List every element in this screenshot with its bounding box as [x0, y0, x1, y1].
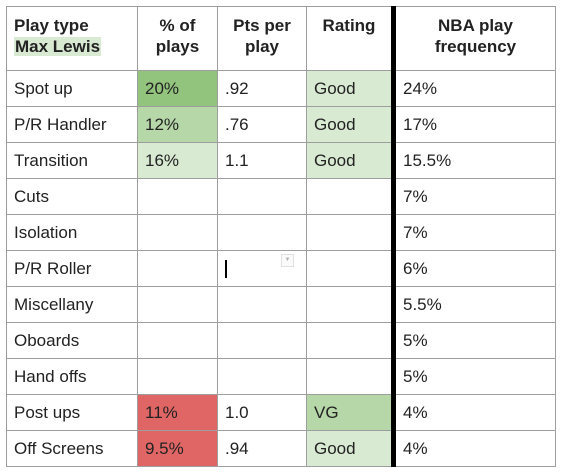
cell-nba[interactable]: 4% — [391, 430, 556, 467]
cell-nba[interactable]: 7% — [391, 178, 556, 215]
header-nba-line2: frequency — [434, 37, 517, 56]
cell-play[interactable]: P/R Roller — [6, 250, 138, 287]
table-row: Off Screens 9.5% .94 Good 4% — [6, 430, 556, 467]
cell-rating[interactable]: Good — [306, 70, 394, 107]
play-type-table: Play type Max Lewis % of plays Pts per p… — [6, 6, 556, 467]
cell-play[interactable]: Post ups — [6, 394, 138, 431]
header-pct-plays[interactable]: % of plays — [137, 6, 218, 71]
cell-nba[interactable]: 4% — [391, 394, 556, 431]
cell-pct[interactable]: 9.5% — [137, 430, 218, 467]
header-play-type[interactable]: Play type Max Lewis — [6, 6, 138, 71]
dropdown-arrow-icon[interactable]: ▼ — [281, 254, 294, 267]
cell-play[interactable]: Isolation — [6, 214, 138, 251]
cell-nba[interactable]: 15.5% — [391, 142, 556, 179]
cell-rating[interactable] — [306, 358, 394, 395]
header-row: Play type Max Lewis % of plays Pts per p… — [6, 6, 556, 71]
cell-rating[interactable]: Good — [306, 430, 394, 467]
cell-rating[interactable] — [306, 214, 394, 251]
table-row: Isolation 7% — [6, 214, 556, 251]
cell-play[interactable]: Spot up — [6, 70, 138, 107]
cell-pts[interactable]: .94 — [217, 430, 307, 467]
cell-rating[interactable] — [306, 178, 394, 215]
table-row: Cuts 7% — [6, 178, 556, 215]
cell-pct[interactable] — [137, 358, 218, 395]
text-cursor — [225, 260, 227, 279]
cell-play[interactable]: Miscellany — [6, 286, 138, 323]
table-row: Spot up 20% .92 Good 24% — [6, 70, 556, 107]
cell-pct[interactable]: 16% — [137, 142, 218, 179]
cell-pct[interactable]: 11% — [137, 394, 218, 431]
cell-rating[interactable] — [306, 322, 394, 359]
cell-pct[interactable]: 20% — [137, 70, 218, 107]
header-rating[interactable]: Rating — [306, 6, 394, 71]
header-pts-line2: play — [244, 37, 280, 56]
cell-pts[interactable]: .76 — [217, 106, 307, 143]
cell-nba[interactable]: 5.5% — [391, 286, 556, 323]
cell-pct[interactable] — [137, 250, 218, 287]
cell-pts[interactable]: .92 — [217, 70, 307, 107]
cell-pts[interactable]: 1.1 — [217, 142, 307, 179]
header-rating-label: Rating — [322, 16, 376, 35]
cell-nba[interactable]: 17% — [391, 106, 556, 143]
cell-pct[interactable] — [137, 322, 218, 359]
cell-nba[interactable]: 6% — [391, 250, 556, 287]
cell-play[interactable]: Cuts — [6, 178, 138, 215]
cell-pts[interactable] — [217, 358, 307, 395]
cell-play[interactable]: Transition — [6, 142, 138, 179]
cell-play[interactable]: Off Screens — [6, 430, 138, 467]
cell-nba[interactable]: 5% — [391, 322, 556, 359]
cell-play[interactable]: Hand offs — [6, 358, 138, 395]
cell-nba[interactable]: 7% — [391, 214, 556, 251]
cell-pct[interactable]: 12% — [137, 106, 218, 143]
header-pts-line1: Pts per — [233, 16, 291, 35]
table-row: P/R Roller ▼ 6% — [6, 250, 556, 287]
header-pct-line1: % of — [159, 16, 196, 35]
cell-pts-active[interactable]: ▼ — [217, 250, 307, 287]
cell-play[interactable]: P/R Handler — [6, 106, 138, 143]
table-row: Miscellany 5.5% — [6, 286, 556, 323]
cell-nba[interactable]: 5% — [391, 358, 556, 395]
cell-play[interactable]: Oboards — [6, 322, 138, 359]
table-row: P/R Handler 12% .76 Good 17% — [6, 106, 556, 143]
header-pct-line2: plays — [155, 37, 200, 56]
header-play-type-label: Play type — [14, 16, 89, 35]
header-nba-frequency[interactable]: NBA play frequency — [391, 6, 556, 71]
header-pts-per-play[interactable]: Pts per play — [217, 6, 307, 71]
table-row: Hand offs 5% — [6, 358, 556, 395]
cell-nba[interactable]: 24% — [391, 70, 556, 107]
cell-rating[interactable]: VG — [306, 394, 394, 431]
table-row: Transition 16% 1.1 Good 15.5% — [6, 142, 556, 179]
header-nba-line1: NBA play — [438, 16, 513, 35]
cell-rating[interactable] — [306, 286, 394, 323]
cell-pts[interactable] — [217, 286, 307, 323]
table-row: Post ups 11% 1.0 VG 4% — [6, 394, 556, 431]
cell-rating[interactable] — [306, 250, 394, 287]
cell-pts[interactable] — [217, 178, 307, 215]
cell-rating[interactable]: Good — [306, 106, 394, 143]
cell-pts[interactable] — [217, 214, 307, 251]
cell-pts[interactable]: 1.0 — [217, 394, 307, 431]
cell-pct[interactable] — [137, 286, 218, 323]
cell-rating[interactable]: Good — [306, 142, 394, 179]
table-row: Oboards 5% — [6, 322, 556, 359]
cell-pct[interactable] — [137, 214, 218, 251]
player-name: Max Lewis — [14, 37, 102, 56]
cell-pts[interactable] — [217, 322, 307, 359]
cell-pct[interactable] — [137, 178, 218, 215]
